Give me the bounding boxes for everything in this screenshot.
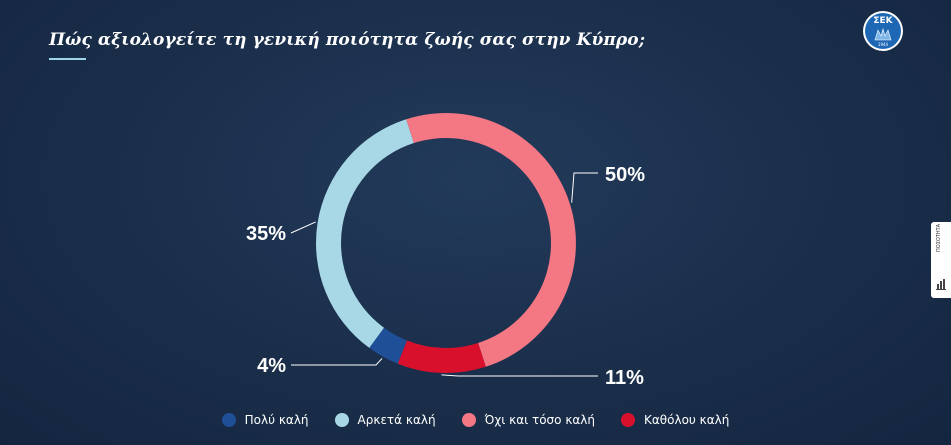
legend-label: Καθόλου καλή: [644, 413, 730, 427]
leader-line-arketa-kali: [290, 221, 316, 234]
pct-label-poly-kali: 4%: [257, 355, 286, 377]
logo-badge: ΣΕΚ 1944: [865, 13, 901, 49]
slice-katholou-kali: [397, 340, 486, 373]
logo-year: 1944: [877, 42, 889, 47]
logo-text: ΣΕΚ: [873, 16, 893, 26]
pct-label-katholou-kali: 11%: [605, 367, 644, 389]
sek-logo: ΣΕΚ 1944: [863, 11, 903, 51]
bar-chart-icon: [936, 279, 946, 290]
chart-title: Πώς αξιολογείτε τη γενική ποιότητα ζωής …: [49, 30, 646, 50]
legend-item-ochi-kai-toso-kali: Όχι και τόσο καλή: [461, 410, 596, 430]
legend-item-katholou-kali: Καθόλου καλή: [621, 410, 729, 430]
legend-label: Πολύ καλή: [244, 413, 309, 427]
legend-label: Αρκετά καλή: [357, 413, 436, 427]
logo-figure-icon: [874, 27, 892, 41]
leader-line-ochi-kai-toso-kali: [571, 172, 598, 203]
side-tab[interactable]: ΠΟΣΟΤΗΤΑ: [931, 222, 951, 298]
legend-swatch: [621, 413, 636, 427]
leader-line-katholou-kali: [441, 374, 598, 377]
legend-swatch: [334, 413, 349, 427]
legend-swatch: [461, 413, 476, 427]
pct-label-ochi-kai-toso-kali: 50%: [605, 164, 645, 186]
pct-label-arketa-kali: 35%: [246, 223, 286, 245]
legend-item-arketa-kali: Αρκετά καλή: [334, 410, 436, 430]
legend-swatch: [221, 413, 236, 427]
slice-poly-kali: [369, 327, 408, 364]
leader-line-poly-kali: [291, 358, 383, 366]
legend-item-poly-kali: Πολύ καλή: [221, 410, 309, 430]
slice-arketa-kali: [316, 119, 414, 348]
legend-label: Όχι και τόσο καλή: [484, 413, 596, 427]
chart-legend: Πολύ καλή Αρκετά καλή Όχι και τόσο καλή Καθ…: [0, 410, 951, 430]
slice-ochi-kai-toso-kali: [406, 113, 576, 367]
title-underline: [49, 58, 86, 60]
